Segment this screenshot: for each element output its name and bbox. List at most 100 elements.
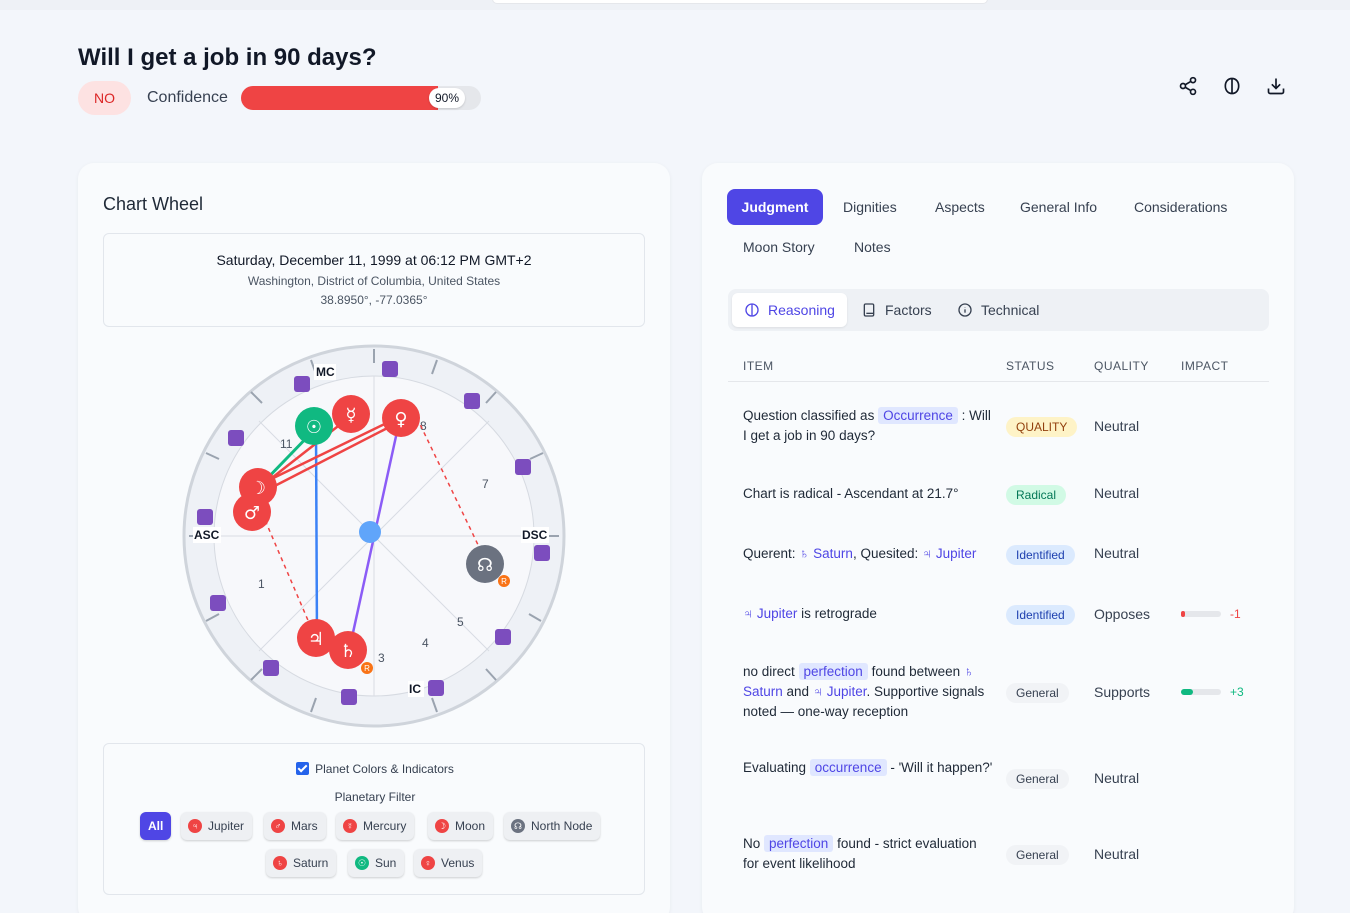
impact-fill: [1181, 611, 1185, 617]
saturn-planet[interactable]: ♄: [329, 631, 367, 669]
filter-chip-mars[interactable]: ♂ Mars: [264, 812, 326, 840]
filter-chip-venus[interactable]: ♀ Venus: [414, 849, 483, 877]
term-highlight[interactable]: perfection: [798, 663, 868, 680]
filter-chip-saturn[interactable]: ♄ Saturn: [266, 849, 337, 877]
venus-planet[interactable]: ♀: [382, 399, 420, 437]
chart-info-box: Saturday, December 11, 1999 at 06:12 PM …: [103, 233, 645, 327]
col-impact: IMPACT: [1181, 359, 1229, 373]
planet-colors-label: Planet Colors & Indicators: [315, 762, 454, 776]
tab-dignities[interactable]: Dignities: [843, 199, 897, 215]
venus-icon: ♀: [421, 856, 435, 870]
quality-value: Opposes: [1094, 606, 1151, 622]
planet-filter-box: Planet Colors & Indicators Planetary Fil…: [103, 743, 645, 895]
north-node-icon: ☊: [511, 819, 525, 833]
row-item: Querent: ♄ Saturn, Quesited: ♃ Jupiter: [743, 546, 977, 561]
jupiter-icon: ♃: [188, 819, 202, 833]
row-item: Question classified as Occurrence : Will…: [743, 407, 991, 443]
filter-chip-label: North Node: [531, 819, 593, 833]
term-highlight[interactable]: perfection: [764, 835, 834, 852]
tab-aspects[interactable]: Aspects: [935, 199, 985, 215]
brain-icon: [1224, 77, 1240, 95]
chart-wheel[interactable]: MC ASC DSC IC 1 3 4 5 7 8 11 ☉ ☿: [179, 341, 569, 731]
jupiter-link[interactable]: ♃ Jupiter: [921, 546, 977, 561]
share-button[interactable]: [1172, 70, 1204, 102]
filter-chip-label: Mercury: [363, 819, 407, 833]
svg-text:♂: ♂: [244, 503, 260, 524]
jupiter-link[interactable]: ♃ Jupiter: [812, 684, 867, 699]
col-status: STATUS: [1006, 359, 1055, 373]
filter-chip-label: Saturn: [293, 856, 329, 870]
col-quality: QUALITY: [1094, 359, 1149, 373]
mc-label: MC: [316, 365, 335, 379]
col-item: ITEM: [743, 359, 774, 373]
subtab-technical[interactable]: Technical: [957, 293, 1039, 327]
north-node-planet[interactable]: ☊: [466, 545, 504, 583]
status-badge: Radical: [1006, 485, 1067, 505]
download-icon: [1267, 78, 1285, 95]
house-3: 3: [378, 651, 385, 665]
impact-value: -1: [1230, 607, 1241, 621]
info-icon: [958, 303, 972, 317]
mercury-icon: ☿: [343, 819, 357, 833]
mars-planet[interactable]: ♂: [233, 493, 271, 531]
status-badge: General: [1006, 683, 1069, 703]
saturn-link[interactable]: ♄ Saturn: [743, 664, 975, 699]
table-header-divider: [728, 381, 1269, 382]
filter-chip-mercury[interactable]: ☿ Mercury: [336, 812, 415, 840]
sun-planet[interactable]: ☉: [295, 407, 333, 445]
verdict-badge: NO: [78, 81, 131, 115]
term-highlight[interactable]: Occurrence: [878, 407, 958, 424]
chart-wheel-card: Chart Wheel Saturday, December 11, 1999 …: [78, 163, 670, 913]
top-bar: [0, 0, 1350, 10]
quality-value: Neutral: [1094, 846, 1140, 862]
subtab-reasoning[interactable]: Reasoning: [732, 293, 847, 327]
house-7: 7: [482, 477, 489, 491]
quality-value: Supports: [1094, 684, 1151, 700]
term-highlight[interactable]: occurrence: [809, 759, 887, 776]
filter-chip-moon[interactable]: ☽ Moon: [428, 812, 494, 840]
confidence-bar: 90%: [241, 86, 481, 110]
checkbox-checked-icon[interactable]: [296, 762, 310, 775]
mercury-planet[interactable]: ☿: [332, 395, 370, 433]
svg-text:♃: ♃: [308, 629, 324, 650]
planet-colors-toggle[interactable]: Planet Colors & Indicators: [104, 762, 646, 776]
tab-considerations[interactable]: Considerations: [1134, 199, 1228, 215]
jupiter-planet[interactable]: ♃: [297, 619, 335, 657]
svg-text:♄: ♄: [340, 641, 356, 662]
chart-coords: 38.8950°, -77.0365°: [320, 293, 428, 307]
filter-chip-jupiter[interactable]: ♃ Jupiter: [181, 812, 253, 840]
row-item: No perfection found - strict evaluation …: [743, 835, 977, 871]
tab-general-info[interactable]: General Info: [1020, 199, 1098, 215]
jupiter-link[interactable]: ♃ Jupiter: [743, 606, 798, 621]
moon-icon: ☽: [435, 819, 449, 833]
filter-chip-north-node[interactable]: ☊ North Node: [504, 812, 601, 840]
status-badge: General: [1006, 769, 1069, 789]
filter-chip-label: Venus: [441, 856, 475, 870]
brain-button[interactable]: [1216, 70, 1248, 102]
impact-bar: [1181, 611, 1221, 617]
subtab-factors[interactable]: Factors: [861, 293, 932, 327]
house-5: 5: [457, 615, 464, 629]
filter-chip-label: Mars: [291, 819, 318, 833]
impact-fill: [1181, 689, 1193, 695]
chart-location: Washington, District of Columbia, United…: [247, 274, 501, 288]
filter-chip-sun[interactable]: ☉ Sun: [348, 849, 405, 877]
top-search-pill[interactable]: [492, 0, 988, 4]
filter-chip-all[interactable]: All: [140, 812, 172, 840]
tab-notes[interactable]: Notes: [854, 239, 891, 255]
saturn-link[interactable]: ♄ Saturn: [799, 546, 853, 561]
download-button[interactable]: [1260, 70, 1292, 102]
row-item: Evaluating occurrence - 'Will it happen?…: [743, 759, 993, 776]
tab-judgment[interactable]: Judgment: [727, 189, 823, 225]
svg-text:☉: ☉: [306, 417, 322, 438]
chart-date: Saturday, December 11, 1999 at 06:12 PM …: [216, 252, 532, 268]
confidence-fill: [241, 86, 438, 110]
tab-moon-story[interactable]: Moon Story: [743, 239, 815, 255]
filter-chip-label: Sun: [375, 856, 397, 870]
house-1: 1: [258, 577, 265, 591]
impact-bar: [1181, 689, 1221, 695]
svg-text:♀: ♀: [394, 409, 407, 430]
row-item: Chart is radical - Ascendant at 21.7°: [743, 486, 959, 501]
dsc-label: DSC: [522, 528, 548, 542]
north-node-retrograde-mark: R: [501, 577, 507, 586]
